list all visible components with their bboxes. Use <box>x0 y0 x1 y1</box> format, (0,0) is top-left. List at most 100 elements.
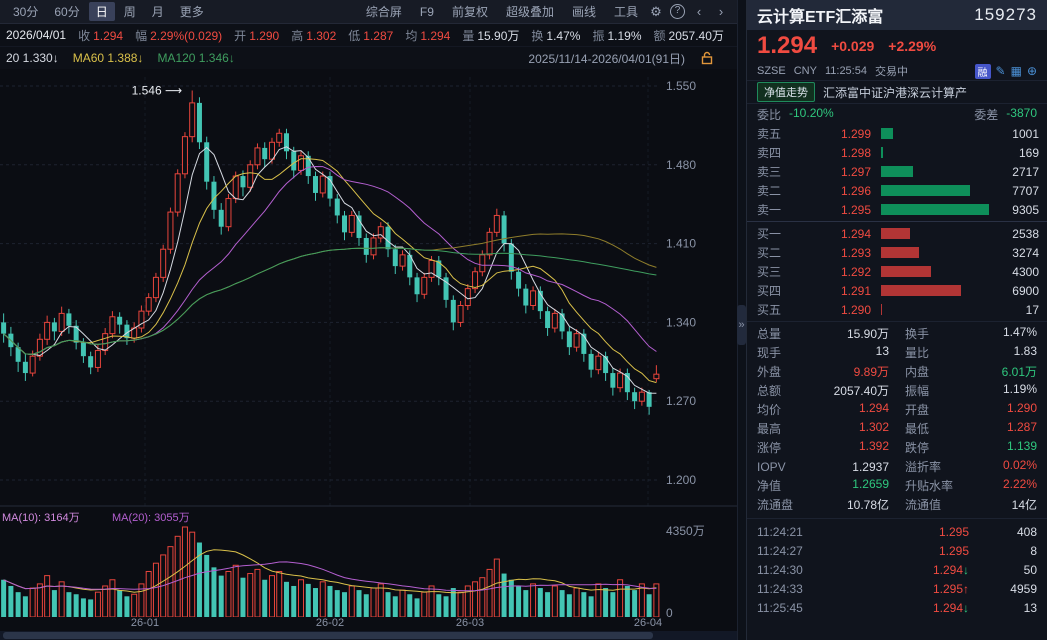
field-收: 收 1.294 <box>78 29 123 43</box>
volume-layer <box>1 526 660 618</box>
price-change: +0.029 <box>831 38 875 54</box>
horizontal-scrollbar[interactable] <box>0 631 737 640</box>
stat-value: 15.90万 <box>846 327 889 341</box>
period-tab-更多[interactable]: 更多 <box>179 5 204 19</box>
stat-value: 6.01万 <box>1001 365 1037 379</box>
stat-label: 外盘 <box>757 365 782 379</box>
tool-F9[interactable]: F9 <box>419 4 434 19</box>
level-price: 1.299 <box>840 126 871 141</box>
tick-price: 1.295 <box>938 543 969 558</box>
bid-row[interactable]: 买三 1.292 4300 <box>747 262 1047 281</box>
prev-icon[interactable]: ‹ <box>696 4 702 19</box>
level-volume-bar <box>881 285 961 296</box>
panel-splitter[interactable]: » <box>737 0 746 640</box>
level-volume-bar <box>881 266 931 277</box>
chart-section: 30分 60分日周 月 更多 综合屏 F9 前复权 超级叠加 画线 工具 ⚙ ? ‹ › 202… <box>0 0 737 640</box>
help-icon[interactable]: ? <box>670 4 685 19</box>
stat-label: 均价 <box>757 403 782 417</box>
tool-综合屏[interactable]: 综合屏 <box>365 5 402 19</box>
scrollbar-thumb[interactable] <box>3 632 653 639</box>
svg-text:1.546 ⟶: 1.546 ⟶ <box>132 84 183 98</box>
tick-row: 11:24:27 1.295 8 <box>747 541 1047 560</box>
field-高: 高 1.302 <box>291 29 336 43</box>
field-value: 15.90万 <box>477 28 520 43</box>
stat-量比: 量比 1.83 <box>905 344 1037 361</box>
tick-price: 1.294↓ <box>932 600 969 615</box>
bid-row[interactable]: 买一 1.294 2538 <box>747 224 1047 243</box>
add-icon[interactable]: ⊕ <box>1026 64 1037 78</box>
level-label: 买三 <box>757 265 782 279</box>
x-tick-26-02: 26-02 <box>315 617 345 629</box>
tool-前复权[interactable]: 前复权 <box>451 5 488 19</box>
tool-工具[interactable]: 工具 <box>613 5 638 19</box>
bid-row[interactable]: 买二 1.293 3274 <box>747 243 1047 262</box>
level-bar-zone <box>881 265 983 278</box>
stats-row: 流通盘 10.78亿 流通值 14亿 <box>747 495 1047 514</box>
stat-value: 1.19% <box>1002 382 1037 396</box>
x-tick-26-03: 26-03 <box>455 617 485 629</box>
period-tab-月[interactable]: 月 <box>151 5 164 19</box>
level-bar-zone <box>881 146 983 159</box>
level-volume: 2538 <box>1012 226 1039 241</box>
level-volume-bar <box>881 147 883 158</box>
ask-row[interactable]: 卖五 1.299 1001 <box>747 124 1047 143</box>
chart-toolbar: 30分 60分日周 月 更多 综合屏 F9 前复权 超级叠加 画线 工具 ⚙ ? ‹ › <box>0 0 737 24</box>
chart-area[interactable]: 1.550 1.480 1.410 1.340 1.270 1.200 1.546 ⟶ MA(… <box>0 69 737 620</box>
bid-row[interactable]: 买五 1.290 17 <box>747 300 1047 319</box>
tool-超级叠加[interactable]: 超级叠加 <box>505 5 554 19</box>
ask-row[interactable]: 卖二 1.296 7707 <box>747 181 1047 200</box>
stats-row: 外盘 9.89万 内盘 6.01万 <box>747 362 1047 381</box>
tool-画线[interactable]: 画线 <box>571 5 596 19</box>
edit-icon[interactable]: ✎ <box>995 64 1006 78</box>
field-label: 换 <box>531 28 544 43</box>
stat-升贴水率: 升贴水率 2.22% <box>905 477 1037 494</box>
stat-净值: 净值 1.2659 <box>757 477 905 494</box>
lock-icon[interactable] <box>701 51 713 65</box>
period-tab-60分[interactable]: 60分 <box>54 5 80 19</box>
stat-label: 净值 <box>757 479 782 493</box>
field-label: 高 <box>291 28 304 43</box>
stats-row: 总量 15.90万 换手 1.47% <box>747 324 1047 343</box>
tick-time: 11:24:27 <box>757 543 803 558</box>
ask-row[interactable]: 卖四 1.298 169 <box>747 143 1047 162</box>
svg-text:1.200: 1.200 <box>666 473 696 487</box>
collapse-handle[interactable]: » <box>737 305 746 345</box>
period-tab-30分[interactable]: 30分 <box>13 5 39 19</box>
stat-label: 总额 <box>757 384 782 398</box>
ohlc-fields: 收 1.294 幅 2.29%(0.029) 开 1.290 高 1.302 低 1.287 均 1.… <box>78 27 736 44</box>
bid-row[interactable]: 买四 1.291 6900 <box>747 281 1047 300</box>
ask-row[interactable]: 卖一 1.295 9305 <box>747 200 1047 219</box>
ma-item-MA60: MA60 1.388↓ <box>72 51 144 65</box>
stat-现手: 现手 13 <box>757 344 905 361</box>
stat-value: 2.22% <box>1002 477 1037 491</box>
period-tab-周[interactable]: 周 <box>123 5 136 19</box>
period-tab-日[interactable]: 日 <box>88 2 115 21</box>
stat-value: 13 <box>875 344 889 358</box>
stats-row: 净值 1.2659 升贴水率 2.22% <box>747 476 1047 495</box>
field-label: 开 <box>234 28 247 43</box>
weicha-label: 委差 <box>974 107 999 122</box>
margin-badge[interactable]: 融 <box>974 63 991 79</box>
level-label: 买二 <box>757 246 782 260</box>
level-volume-bar <box>881 185 970 196</box>
stat-value: 10.78亿 <box>846 498 889 512</box>
tick-row: 11:24:21 1.295 408 <box>747 522 1047 541</box>
grid-icon[interactable]: ▦ <box>1010 64 1022 78</box>
stat-label: 量比 <box>905 346 930 360</box>
last-price: 1.294 <box>757 32 818 59</box>
field-额: 额 2057.40万 <box>654 29 724 43</box>
stat-value: 9.89万 <box>853 365 889 379</box>
next-icon[interactable]: › <box>718 4 724 19</box>
stat-label: 振幅 <box>905 384 930 398</box>
stat-IOPV: IOPV 1.2937 <box>757 460 905 474</box>
stats-row: 现手 13 量比 1.83 <box>747 343 1047 362</box>
up-arrow-icon: ↑ <box>963 581 969 596</box>
nav-trend-button[interactable]: 净值走势 <box>757 82 815 102</box>
quote-time: 11:25:54 <box>824 65 867 77</box>
stat-value: 1.302 <box>858 420 889 434</box>
ask-row[interactable]: 卖三 1.297 2717 <box>747 162 1047 181</box>
field-label: 额 <box>653 28 666 43</box>
tick-volume: 4959 <box>1010 581 1037 596</box>
settings-icon[interactable]: ⚙ <box>650 3 662 19</box>
